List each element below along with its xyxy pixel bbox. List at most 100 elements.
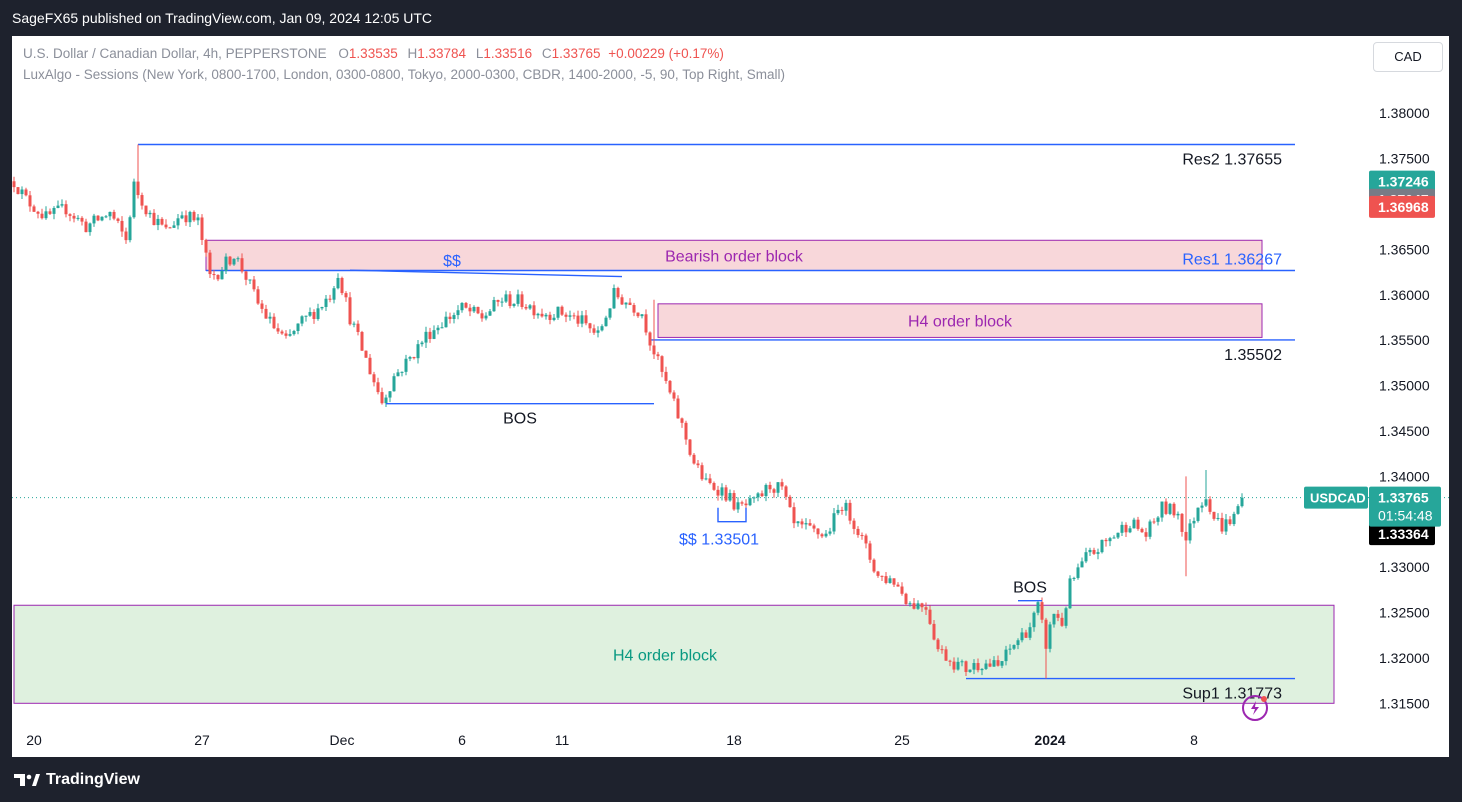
candle (600, 324, 604, 332)
candle-body (280, 331, 284, 334)
candle-body (1044, 619, 1048, 649)
candle-body (1240, 497, 1244, 507)
indicator-legend[interactable]: LuxAlgo - Sessions (New York, 0800-1700,… (23, 67, 785, 82)
candle-body (292, 331, 296, 335)
currency-button[interactable]: CAD (1373, 42, 1443, 72)
candle-body (492, 299, 496, 312)
candle-body (244, 271, 248, 280)
countdown-text: 01:54:48 (1378, 508, 1433, 524)
candle (676, 395, 680, 419)
candle (724, 484, 728, 503)
candle-body (880, 575, 884, 577)
candle (184, 210, 188, 226)
candle-body (644, 314, 648, 333)
candle (36, 210, 40, 219)
candle-body (296, 323, 300, 332)
candle-body (320, 307, 324, 309)
candle (684, 420, 688, 445)
candle-body (356, 323, 360, 332)
candle (1100, 539, 1104, 554)
candle-body (652, 345, 656, 355)
candle-body (712, 482, 716, 490)
lightning-icon-dot (1261, 696, 1267, 702)
price-chart[interactable]: Bearish order block H4 order block H4 orde… (12, 36, 1449, 757)
candle-body (576, 315, 580, 324)
candle-body (820, 534, 824, 537)
candle (940, 645, 944, 654)
candle-body (1160, 501, 1164, 518)
candle (928, 605, 932, 626)
candle (232, 258, 236, 266)
x-axis-tick: 2024 (1034, 732, 1065, 748)
candle-body (1204, 499, 1208, 506)
candle-body (428, 331, 432, 339)
candle (952, 657, 956, 673)
candle (364, 350, 368, 358)
candle (276, 323, 280, 335)
candle (1164, 498, 1168, 516)
candle (192, 210, 196, 222)
candle (592, 324, 596, 335)
change-value: +0.00229 (+0.17%) (608, 46, 724, 61)
candle (32, 204, 36, 212)
candle-body (892, 578, 896, 585)
order-block-label: Bearish order block (665, 248, 804, 265)
candle-body (100, 216, 104, 221)
candle (352, 321, 356, 328)
candle (720, 483, 724, 501)
candle (172, 221, 176, 229)
candle (1196, 507, 1200, 523)
candle-body (648, 332, 652, 346)
candle-body (512, 303, 516, 306)
candle-body (176, 218, 180, 226)
candle (1120, 521, 1124, 537)
price-label-text: 1.36968 (1378, 199, 1429, 215)
candle-body (36, 211, 40, 214)
candle-body (1020, 632, 1024, 641)
candle-body (632, 305, 636, 313)
candle-body (32, 206, 36, 212)
y-axis-tick: 1.35500 (1379, 332, 1430, 348)
candle (136, 144, 140, 199)
candle (1152, 518, 1156, 525)
tradingview-footer[interactable]: TradingView (14, 771, 140, 789)
y-axis-tick: 1.32500 (1379, 605, 1430, 621)
low-label: L (475, 46, 484, 61)
candle-body (780, 482, 784, 487)
candle (992, 656, 996, 667)
candle-body (120, 220, 124, 232)
candle-body (952, 661, 956, 670)
candle-body (600, 326, 604, 331)
candle-body (1060, 617, 1064, 626)
candle-body (756, 493, 760, 498)
candle (792, 502, 796, 529)
chart-panel[interactable]: Bearish order block H4 order block H4 orde… (12, 36, 1449, 757)
candle (1228, 516, 1232, 526)
candle (1068, 575, 1072, 609)
liquidity-label: $$ 1.33501 (679, 532, 759, 549)
candle-body (488, 311, 492, 316)
symbol-legend: U.S. Dollar / Canadian Dollar, 4h, PEPPE… (23, 46, 724, 61)
candle (656, 351, 660, 361)
candle-body (616, 288, 620, 298)
candle (616, 286, 620, 300)
candle-body (504, 294, 508, 302)
tradingview-brand: TradingView (46, 771, 140, 788)
candle-body (916, 603, 920, 609)
candle (756, 492, 760, 502)
candle (1160, 501, 1164, 522)
candle (692, 452, 696, 465)
candle (1128, 525, 1132, 534)
candle (1052, 613, 1056, 628)
high-value: 1.33784 (417, 46, 467, 61)
candle-body (636, 312, 640, 317)
candle-body (856, 528, 860, 536)
candle (236, 256, 240, 262)
candle (764, 483, 768, 502)
liquidity-marker (717, 507, 747, 523)
candle (760, 490, 764, 498)
y-axis-tick: 1.31500 (1379, 695, 1430, 711)
candle (456, 305, 460, 320)
candle-body (1108, 538, 1112, 542)
candle-body (1024, 632, 1028, 638)
